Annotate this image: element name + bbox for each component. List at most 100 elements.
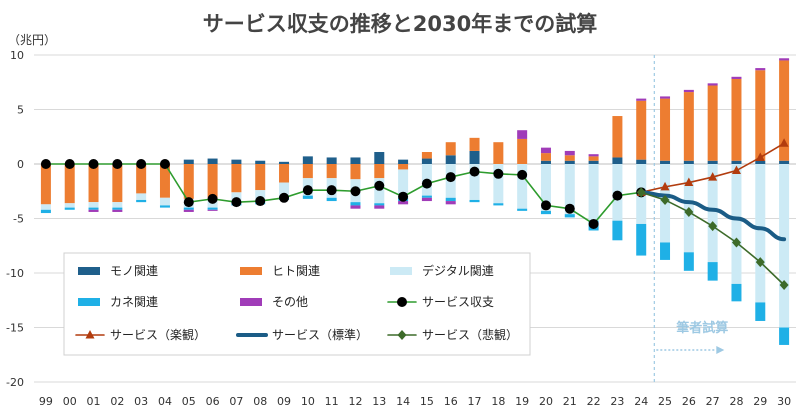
line-point [85,330,95,339]
x-tick-label: 17 [468,395,482,408]
bar-segment [540,164,551,211]
forecast-arrow-head [716,346,725,354]
x-tick-label: 02 [110,395,124,408]
series-line [45,163,643,226]
line-point [445,172,456,183]
bar-segment [374,203,385,206]
bar-segment [231,164,242,193]
legend-label: デジタル関連 [422,263,494,278]
bar-segment [112,202,123,208]
bar-segment [707,85,718,161]
x-tick-label: 27 [706,395,720,408]
bar-segment [183,209,194,212]
bar-segment [683,92,694,161]
bar-segment [398,169,409,198]
x-tick-label: 11 [325,395,339,408]
line-point [183,197,194,208]
bar-segment [350,164,361,180]
forecast-annotation: 筆者試算 [676,320,728,336]
bar-segment [159,197,170,206]
y-tick-label: 0 [17,158,24,171]
x-tick-label: 22 [587,395,601,408]
bar-segment [707,262,718,281]
bar-segment [660,98,671,161]
x-tick-label: 12 [348,395,362,408]
bar-segment [755,160,766,164]
bar-segment [636,223,647,256]
line-point [731,165,741,175]
y-tick-label: -10 [6,267,24,280]
x-tick-label: 29 [753,395,767,408]
bar-segment [136,199,147,203]
y-tick-label: 5 [17,104,24,117]
bar-segment [564,214,575,218]
bar-segment [612,116,623,158]
bar-segment [683,89,694,93]
bar-segment [517,130,528,139]
bar-segment [755,70,766,161]
bar-segment [350,205,361,209]
bar-segment [183,207,194,210]
y-axis-unit-label: （兆円） [8,33,56,47]
bar-segment [636,159,647,164]
bar-segment [326,157,337,164]
legend-box [63,252,531,356]
bar-segment [636,98,647,101]
legend-label: モノ関連 [110,264,158,278]
line-point [779,279,789,290]
legend-label: サービス（標準） [272,327,368,342]
bar-segment [350,202,361,206]
bar-segment [88,202,99,208]
bar-segment [255,160,266,164]
legend-label: サービス（悲観） [422,327,518,342]
bar-segment [493,142,504,164]
bar-segment [660,242,671,260]
bar-segment [755,164,766,303]
bar-segment [445,201,456,205]
chart-title: サービス収支の推移と2030年までの試算 [203,12,597,36]
legend-label: サービス（楽観） [110,328,206,342]
bar-segment [136,164,147,194]
bar-segment [564,160,575,164]
bar-segment [588,160,599,164]
line-point [40,159,51,169]
bar-segment [445,197,456,202]
bar-segment [755,68,766,71]
bar-segment [707,164,718,263]
bar-segment [517,138,528,164]
line-point [612,190,623,201]
line-point [660,181,670,191]
bar-segment [588,156,599,161]
bar-segment [183,159,194,164]
bar-segment [398,201,409,205]
x-tick-label: 09 [277,395,291,408]
bar-segment [493,203,504,206]
bar-segment [40,164,51,205]
line-point [684,177,694,187]
bar-segment [207,207,218,210]
legend-label: ヒト関連 [272,264,320,278]
x-tick-label: 28 [729,395,743,408]
x-tick-label: 13 [372,395,386,408]
bar-segment [64,164,75,204]
x-tick-label: 18 [491,395,505,408]
bar-segment [159,164,170,198]
bar-segment [564,150,575,156]
bar-segment [398,164,409,170]
bar-segment [731,160,742,164]
line-point [731,237,741,248]
bar-segment [112,164,123,203]
bar-segment [326,197,337,202]
bar-segment [564,164,575,215]
bar-segment [731,283,742,302]
line-point [588,218,599,229]
bar-segment [112,209,123,212]
bar-segment [540,210,551,215]
bar-segment [683,160,694,164]
line-point [207,193,218,204]
bar-segment [779,60,790,161]
axes: 10 5 0 -5 -10 -15 -20 99 00 01 02 03 04 05 06 07 08 09 10 1… [6,49,791,408]
bar-segment [183,164,194,199]
bar-segment [731,78,742,161]
